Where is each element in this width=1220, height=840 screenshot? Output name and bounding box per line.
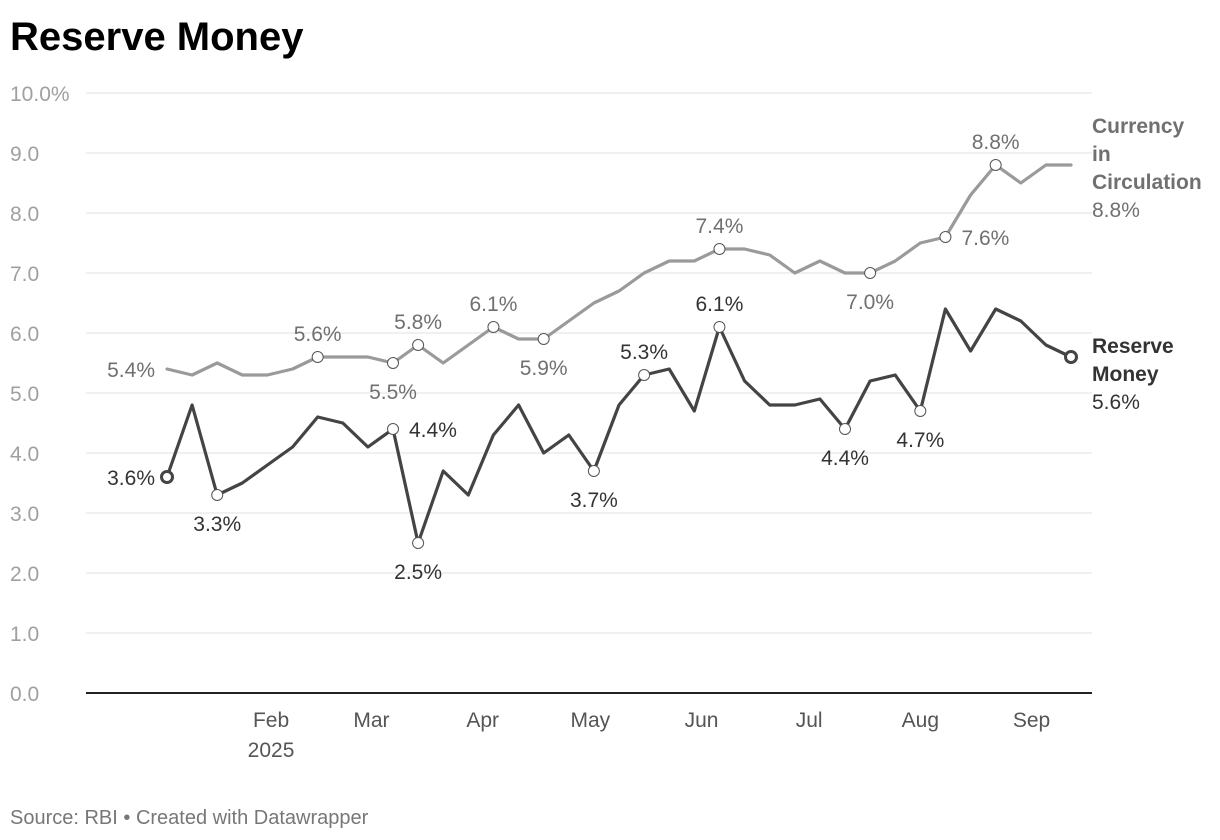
data-label-cic: 8.8% xyxy=(972,131,1020,154)
series-label-cic: Currency xyxy=(1092,115,1185,138)
x-axis-ticks: Feb 2025 Mar Apr May Jun Jul Aug Sep xyxy=(248,709,1051,762)
y-tick-label: 6.0 xyxy=(10,323,39,346)
point-marker-rm xyxy=(713,321,726,333)
gridlines xyxy=(86,92,1092,634)
point-marker-cic xyxy=(713,243,726,255)
x-tick-label: Feb xyxy=(253,709,289,732)
point-marker-cic xyxy=(537,333,550,345)
data-label-rm: 4.4% xyxy=(821,447,869,470)
point-marker-rm xyxy=(914,405,927,417)
point-marker-rm xyxy=(211,489,224,501)
data-label-cic: 5.8% xyxy=(394,311,442,334)
series-label-cic: Circulation xyxy=(1092,171,1202,194)
point-marker-rm xyxy=(839,423,851,435)
data-label-rm: 6.1% xyxy=(696,293,744,316)
data-label-cic: 7.6% xyxy=(961,227,1009,250)
series-label-cic: in xyxy=(1092,143,1111,166)
data-label-cic: 5.4% xyxy=(107,359,155,382)
data-label-rm: 3.6% xyxy=(107,467,155,490)
point-marker-cic xyxy=(311,351,324,363)
point-marker-cic xyxy=(989,159,1002,171)
y-tick-label: 7.0 xyxy=(10,263,39,286)
y-tick-label: 5.0 xyxy=(10,383,39,406)
y-tick-label: 9.0 xyxy=(10,143,39,166)
chart-title: Reserve Money xyxy=(10,15,304,59)
point-markers xyxy=(160,159,1078,549)
point-marker-cic xyxy=(939,231,952,243)
data-label-cic: 5.6% xyxy=(294,323,342,346)
point-marker-rm xyxy=(587,465,600,477)
data-label-rm: 3.7% xyxy=(570,489,618,512)
inline-legend: Currency in Circulation 8.8% Reserve Money 5.6… xyxy=(1092,115,1202,414)
series-label-rm: Reserve xyxy=(1092,335,1174,358)
y-tick-label: 0.0 xyxy=(10,683,39,706)
x-tick-label: May xyxy=(570,709,610,732)
data-label-rm: 2.5% xyxy=(394,561,442,584)
x-tick-year-label: 2025 xyxy=(248,739,295,762)
x-tick-label: Apr xyxy=(466,709,499,732)
data-label-cic: 6.1% xyxy=(470,293,518,316)
x-tick-label: Aug xyxy=(902,709,939,732)
point-marker-rm xyxy=(638,369,651,381)
data-label-rm: 5.3% xyxy=(620,341,668,364)
x-tick-label: Sep xyxy=(1013,709,1050,732)
data-labels: 5.4% 5.6% 5.5% 5.8% 6.1% 5.9% 7.4% 7.0% 7.6% 8.8%… xyxy=(107,131,1019,584)
data-label-rm: 4.7% xyxy=(896,429,944,452)
data-label-cic: 7.4% xyxy=(696,215,744,238)
data-label-cic: 5.5% xyxy=(369,381,417,404)
y-tick-label: 4.0 xyxy=(10,443,39,466)
data-label-rm: 3.3% xyxy=(193,513,241,536)
x-tick-label: Jun xyxy=(685,709,719,732)
series xyxy=(165,163,1073,545)
y-tick-label: 8.0 xyxy=(10,203,39,226)
y-tick-label: 2.0 xyxy=(10,563,39,586)
x-tick-label: Mar xyxy=(353,709,389,732)
point-marker-cic xyxy=(387,357,399,369)
point-marker-cic xyxy=(864,267,877,279)
series-label-rm: Money xyxy=(1092,363,1159,386)
y-axis-ticks: 0.0 1.0 2.0 3.0 4.0 5.0 6.0 7.0 8.0 9.0 10.0% xyxy=(10,83,70,706)
point-marker-rm xyxy=(412,537,425,549)
series-end-value-rm: 5.6% xyxy=(1092,391,1140,414)
y-tick-label: 10.0% xyxy=(10,83,70,106)
point-marker-cic xyxy=(412,339,425,351)
series-end-value-cic: 8.8% xyxy=(1092,199,1140,222)
data-label-cic: 5.9% xyxy=(520,357,568,380)
y-tick-label: 1.0 xyxy=(10,623,39,646)
source-footer: Source: RBI • Created with Datawrapper xyxy=(10,807,369,829)
data-label-cic: 7.0% xyxy=(846,291,894,314)
y-tick-label: 3.0 xyxy=(10,503,39,526)
x-tick-label: Jul xyxy=(796,709,823,732)
data-label-rm: 4.4% xyxy=(409,419,457,442)
endpoint-marker-rm xyxy=(160,470,174,484)
point-marker-rm xyxy=(387,423,399,435)
point-marker-cic xyxy=(487,321,500,333)
endpoint-marker-rm xyxy=(1064,350,1078,364)
